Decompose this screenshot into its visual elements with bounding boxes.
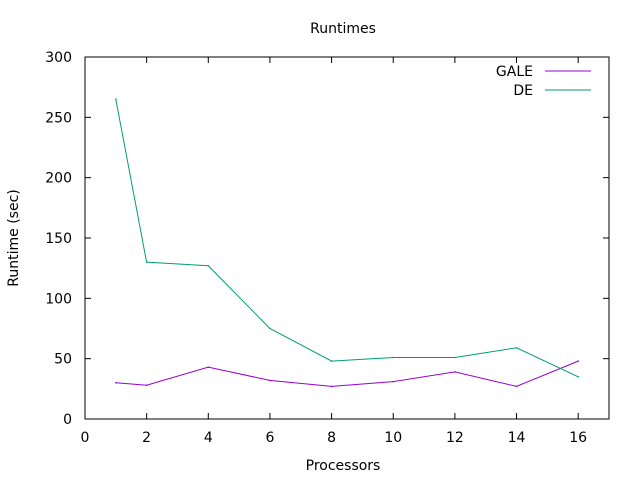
y-tick-label: 100: [45, 291, 72, 307]
y-tick-label: 150: [45, 231, 72, 247]
series-lines: [115, 98, 579, 388]
plot-area-frame: [84, 56, 610, 420]
x-tick-label: 2: [142, 430, 151, 446]
x-tick-label: 12: [446, 430, 464, 446]
x-tick-label: 14: [508, 430, 526, 446]
x-axis-label: Processors: [306, 458, 381, 474]
y-tick-label: 50: [54, 352, 72, 368]
data-point-gale: [392, 380, 395, 383]
y-tick-label: 0: [63, 412, 72, 428]
series-line-gale: [115, 360, 579, 387]
chart-title: Runtimes: [310, 21, 376, 37]
x-tick-label: 10: [384, 430, 402, 446]
data-point-de: [454, 356, 456, 359]
data-point-gale: [454, 371, 456, 373]
axis-ticks: 0 2 4 6 8 10 12 14 16 0 50 100 150 200 250 300: [45, 50, 609, 446]
x-tick-label: 4: [204, 430, 213, 446]
x-tick-label: 0: [81, 430, 90, 446]
x-tick-label: 6: [265, 430, 274, 446]
x-tick-label: 8: [327, 430, 336, 446]
data-point-gale: [515, 385, 518, 388]
y-tick-label: 200: [45, 171, 72, 187]
data-point-gale: [577, 360, 579, 362]
x-tick-label: 16: [569, 430, 587, 446]
data-point-gale: [330, 385, 333, 388]
data-point-de: [330, 360, 333, 362]
legend: GALE DE: [496, 64, 591, 99]
data-point-gale: [269, 379, 271, 382]
data-point-de: [269, 327, 271, 330]
data-point-gale: [207, 366, 210, 368]
y-axis-label: Runtime (sec): [6, 189, 22, 286]
legend-label-de: DE: [513, 83, 533, 99]
data-point-de: [145, 261, 148, 263]
series-line-de: [115, 99, 579, 378]
data-point-de: [515, 347, 518, 349]
data-point-de: [115, 98, 117, 101]
legend-label-gale: GALE: [496, 64, 533, 80]
data-point-de: [577, 375, 579, 378]
data-point-gale: [115, 382, 117, 384]
data-point-de: [392, 356, 395, 359]
data-point-de: [207, 264, 210, 267]
y-tick-label: 250: [45, 110, 72, 126]
y-tick-label: 300: [45, 50, 72, 66]
data-point-gale: [145, 384, 148, 387]
